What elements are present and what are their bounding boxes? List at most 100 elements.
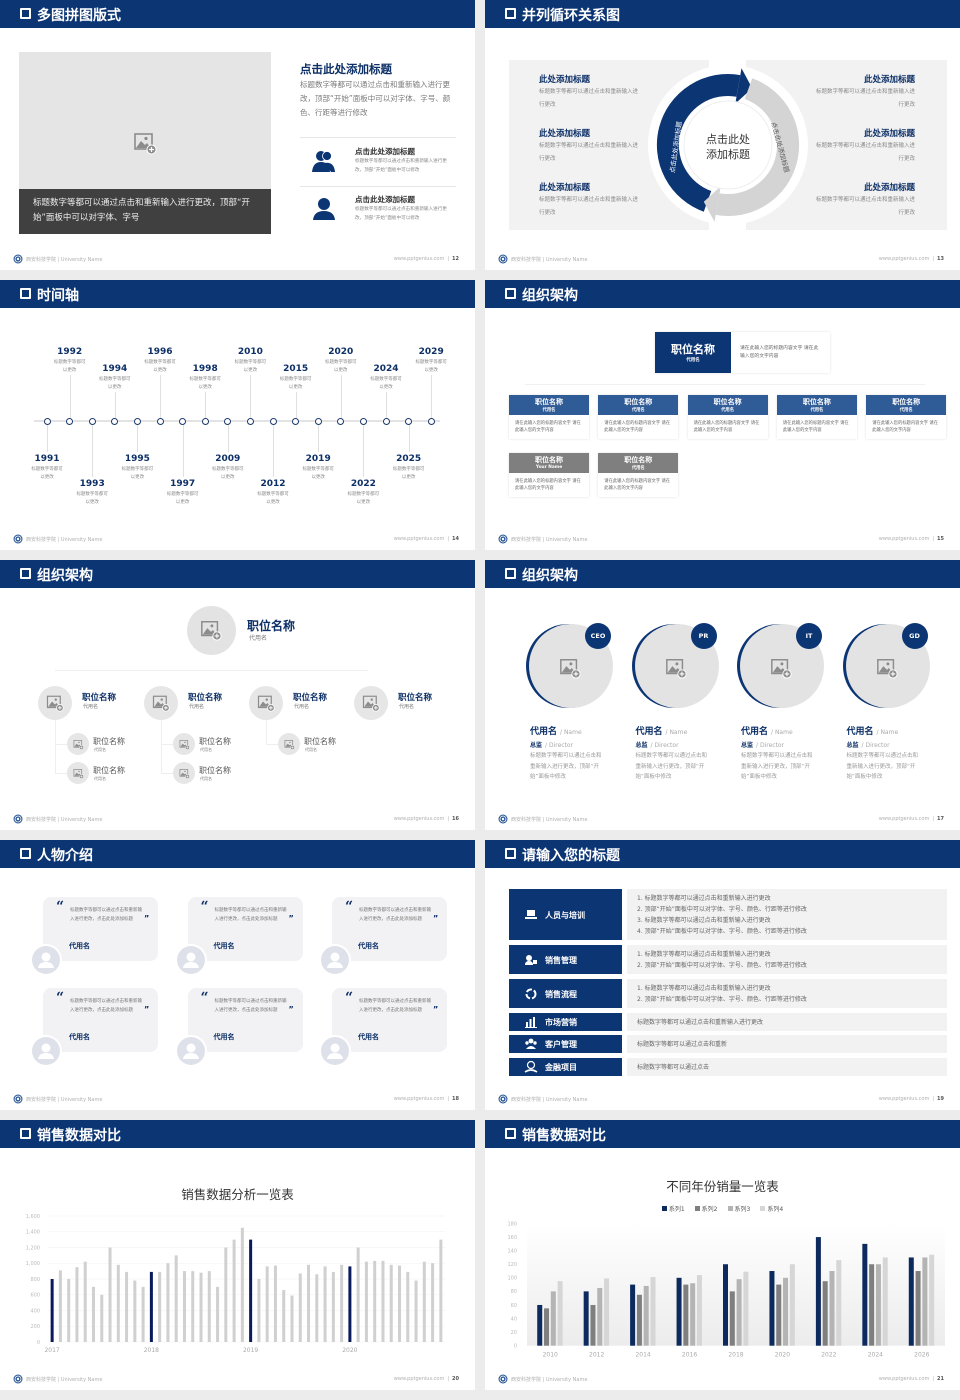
x-tick-label: 2024	[868, 1352, 883, 1359]
person-name: 代用名	[213, 1033, 235, 1041]
event-year: 2029	[418, 347, 444, 357]
role-en: / Director	[861, 742, 890, 749]
navy-arrowhead	[735, 68, 753, 104]
position-box[interactable]: 职位名称 代用名 请在此输入您的标题内容文字 请在此输入您的文字内容	[687, 395, 768, 439]
timeline-node[interactable]	[246, 417, 254, 425]
quote-card[interactable]	[43, 988, 158, 1052]
avatar-circle[interactable]	[67, 733, 89, 755]
category-label-box[interactable]: 金融项目	[509, 1058, 622, 1076]
page-number: 19	[937, 1096, 944, 1102]
name-cn: 代用名	[741, 727, 769, 737]
connector-line	[161, 720, 162, 773]
user-avatar-icon	[321, 1037, 349, 1065]
yearly-sales-bar-chart: 0 20 40 60 80 100 120 140 160 180 2010 2012 2014 2016…	[507, 1221, 945, 1359]
position-box[interactable]: 职位名称 Your Name 请在此输入您的标题内容文字 请在此输入您的文字内容	[509, 453, 589, 497]
event-text: 标题数字等都可以更改	[370, 377, 402, 390]
event-text: 标题数字等都可以更改	[212, 467, 244, 480]
image-placeholder[interactable]	[19, 52, 271, 189]
timeline-node[interactable]	[224, 417, 232, 425]
position-box[interactable]: 职位名称 代用名 请在此输入您的标题内容文字 请在此输入您的文字内容	[866, 395, 947, 439]
bar	[882, 1257, 888, 1346]
quote-text: 标题数字等都可以通过点击和重新输入进行更改，点击此处添加标题	[70, 908, 142, 922]
university-logo-icon	[498, 1374, 508, 1384]
timeline-node[interactable]	[269, 417, 277, 425]
timeline-node[interactable]	[314, 417, 322, 425]
y-tick-label: 120	[507, 1262, 517, 1268]
image-placeholder-icon	[179, 739, 190, 750]
position-box[interactable]: 职位名称 代用名 请在此输入您的标题内容文字 请在此输入您的文字内容	[598, 453, 679, 497]
category-label-box[interactable]: 人员与培训	[509, 889, 622, 940]
position-header: 职位名称 代用名	[598, 395, 679, 415]
category-label-box[interactable]: 销售管理	[509, 945, 622, 974]
event-text: 标题数字等都可以更改	[189, 377, 221, 390]
category-label: 市场营销	[545, 1018, 577, 1027]
content-line: 1. 标题数字等都可以通过点击和重新输入进行更改	[637, 984, 771, 992]
bar	[729, 1291, 735, 1346]
slide-header: 时间轴	[0, 280, 475, 308]
image-placeholder-icon	[152, 695, 170, 712]
quote-card[interactable]	[332, 897, 447, 961]
open-quote-icon: “	[56, 899, 65, 915]
university-logo-icon	[498, 534, 508, 544]
avatar-circle[interactable]	[173, 733, 195, 755]
timeline-node[interactable]	[337, 417, 345, 425]
timeline-node[interactable]	[292, 417, 300, 425]
timeline-node[interactable]	[359, 417, 367, 425]
position-box[interactable]: 职位名称 代用名 请在此输入您的标题内容文字 请在此输入您的文字内容	[598, 395, 679, 439]
checkbox-square-icon	[505, 288, 516, 299]
footer-separator: |	[932, 1376, 935, 1382]
footer-site: www.pptgenius.com	[878, 1096, 930, 1102]
avatar-circle[interactable]	[187, 606, 236, 655]
avatar-circle[interactable]	[144, 686, 178, 720]
timeline-node[interactable]	[179, 417, 187, 425]
item-title: 点击此处添加标题	[355, 195, 415, 204]
category-label-box[interactable]: 客户管理	[509, 1035, 622, 1053]
slide-header: 组织架构	[485, 560, 960, 588]
position-box[interactable]: 职位名称 代用名 请在此输入您的标题内容文字 请在此输入您的文字内容	[509, 395, 589, 439]
timeline-node[interactable]	[111, 417, 119, 425]
timeline-node[interactable]	[382, 417, 390, 425]
y-tick-label: 80	[511, 1289, 517, 1295]
avatar-circle[interactable]	[67, 762, 89, 784]
quote-card[interactable]	[43, 897, 158, 961]
position-box[interactable]: 职位名称 代用名 请在此输入您的标题内容文字 请在此输入您的文字内容	[776, 395, 857, 439]
timeline-node[interactable]	[405, 417, 413, 425]
avatar-circle[interactable]	[278, 733, 300, 755]
image-caption: 标题数字等都可以通过点击和重新输入进行更改，顶部“开始”面板中可以对字体、字号	[19, 189, 271, 234]
avatar-circle[interactable]	[354, 686, 388, 720]
item-title: 点击此处添加标题	[355, 147, 415, 156]
timeline-node[interactable]	[427, 417, 435, 425]
avatar-circle[interactable]	[173, 762, 195, 784]
connector-line	[386, 392, 387, 418]
category-label-box[interactable]: 市场营销	[509, 1013, 622, 1031]
quote-card[interactable]	[187, 988, 303, 1052]
category-label-box[interactable]: 销售流程	[509, 979, 622, 1008]
timeline-node[interactable]	[133, 417, 141, 425]
bar	[650, 1277, 656, 1346]
slide-header: 销售数据对比	[485, 1120, 960, 1148]
timeline-node[interactable]	[88, 417, 96, 425]
quote-card[interactable]	[332, 988, 447, 1052]
event-year: 1996	[147, 347, 173, 357]
bar	[108, 1247, 112, 1342]
timeline-node[interactable]	[43, 417, 51, 425]
footer-site: www.pptgenius.com	[393, 1376, 445, 1382]
timeline-node[interactable]	[156, 417, 164, 425]
top-position-box[interactable]: 职位名称 代用名 请在此输入您的标题内容文字 请在此输入您的文字内容	[655, 332, 830, 373]
footer-site: www.pptgenius.com	[878, 816, 930, 822]
timeline-node[interactable]	[201, 417, 209, 425]
event-text: 标题数字等都可以更改	[121, 467, 154, 480]
quote-text: 标题数字等都可以通过点击和重新输入进行更改，点击此处添加标题	[214, 999, 287, 1013]
bar	[125, 1271, 129, 1342]
quote-card[interactable]	[187, 897, 303, 961]
bar	[149, 1271, 153, 1342]
position-sub: 代用名	[249, 635, 268, 642]
timeline-node[interactable]	[66, 417, 74, 425]
role-badge: PR	[690, 623, 717, 649]
avatar-circle[interactable]	[249, 686, 283, 720]
slide-title: 时间轴	[37, 288, 79, 304]
avatar-circle[interactable]	[38, 686, 72, 720]
slide-title: 组织架构	[37, 568, 93, 584]
position-header: 职位名称 代用名	[866, 395, 947, 415]
event-year: 2015	[283, 364, 309, 374]
